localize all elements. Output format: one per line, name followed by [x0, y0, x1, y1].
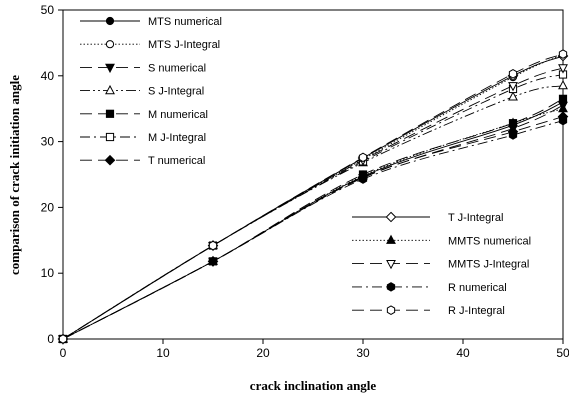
legend-label: MMTS numerical: [448, 235, 531, 247]
legend-item: MTS numerical: [80, 16, 222, 28]
y-tick-label: 20: [41, 200, 55, 214]
x-tick-label: 20: [256, 346, 270, 360]
data-point: [558, 115, 568, 126]
legend-label: T numerical: [148, 155, 205, 167]
legend-swatch-marker: [105, 40, 115, 49]
series-r-j-integral: [58, 49, 568, 344]
legend-swatch-marker: [105, 132, 115, 142]
legend-bottom-right: T J-Integral MMTS numerical MMTS J-Integra…: [352, 211, 531, 317]
legend-swatch-marker: [385, 211, 397, 223]
legend-label: S numerical: [148, 62, 206, 74]
legend-swatch-marker: [105, 109, 115, 118]
legend-item: M J-Integral: [80, 132, 206, 144]
x-tick-label: 30: [356, 346, 370, 360]
legend-swatch-marker: [386, 305, 396, 315]
legend-label: M J-Integral: [148, 132, 206, 144]
data-point: [508, 69, 518, 79]
data-point: [558, 49, 568, 59]
y-tick-label: 50: [41, 3, 55, 17]
data-point: [558, 64, 568, 74]
data-point: [58, 334, 68, 344]
x-tick-label: 10: [156, 346, 170, 360]
data-point: [558, 103, 568, 113]
legend-swatch-marker: [386, 282, 396, 292]
x-tick-label: 0: [60, 346, 67, 360]
y-tick-label: 10: [41, 266, 55, 280]
y-tick-label: 40: [41, 69, 55, 83]
data-point: [508, 130, 518, 140]
legend-item: S J-Integral: [80, 84, 204, 98]
data-point: [508, 117, 518, 127]
legend-item: S numerical: [80, 62, 206, 74]
legend-item: M numerical: [80, 109, 208, 121]
data-point: [358, 152, 368, 163]
legend-label: R numerical: [448, 282, 507, 294]
legend-label: T J-Integral: [448, 212, 503, 224]
y-tick-label: 0: [47, 332, 54, 346]
legend-item: R numerical: [352, 282, 507, 294]
legend-swatch-marker: [386, 260, 396, 270]
legend-label: MTS J-Integral: [148, 39, 220, 51]
legend-label: MTS numerical: [148, 16, 222, 28]
data-point: [208, 256, 218, 267]
data-point: [508, 91, 518, 101]
legend-item: T numerical: [80, 154, 205, 167]
legend-swatch-marker: [105, 84, 115, 95]
data-point: [208, 240, 218, 251]
y-axis-title: comparison of crack initiation angle: [7, 75, 22, 275]
y-tick-label: 30: [41, 135, 55, 149]
plot-frame: [62, 9, 564, 340]
series-line: [62, 120, 564, 340]
legend-swatch-marker: [105, 16, 115, 26]
legend-item: MMTS numerical: [352, 234, 531, 247]
legend-item: MMTS J-Integral: [352, 259, 529, 271]
plot-border: [62, 9, 564, 340]
data-point: [358, 174, 368, 184]
series-layer: [57, 49, 569, 345]
legend-layer: MTS numerical MTS J-Integral S numerical S …: [80, 16, 531, 317]
x-tick-label: 40: [456, 346, 470, 360]
x-axis-title: crack inclination angle: [250, 378, 377, 393]
axis-ticks: 0 10 20 30 40 50 0 10 20 30 40 50: [41, 3, 569, 360]
legend-label: MMTS J-Integral: [448, 259, 529, 271]
data-point: [508, 82, 518, 92]
legend-label: M numerical: [148, 109, 208, 121]
legend-item: R J-Integral: [352, 305, 505, 317]
legend-swatch-marker: [386, 234, 396, 244]
x-tick-label: 50: [556, 346, 569, 360]
legend-item: MTS J-Integral: [80, 39, 220, 51]
data-point: [558, 80, 568, 90]
legend-item: T J-Integral: [352, 211, 503, 224]
legend-swatch-marker: [105, 63, 115, 74]
legend-label: S J-Integral: [148, 86, 204, 98]
legend-top-left: MTS numerical MTS J-Integral S numerical S …: [80, 16, 222, 167]
legend-label: R J-Integral: [448, 305, 505, 317]
data-point: [558, 94, 568, 103]
legend-swatch-marker: [104, 154, 116, 166]
